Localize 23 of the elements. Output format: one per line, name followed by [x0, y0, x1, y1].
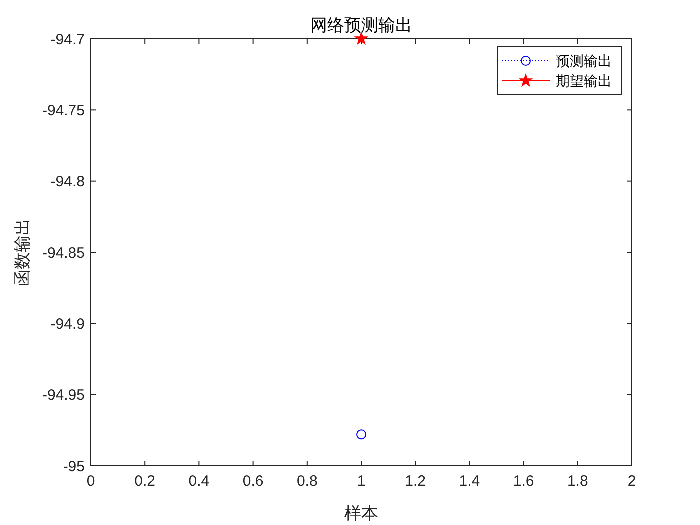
x-tick-label: 0.8	[296, 473, 318, 490]
x-tick-label: 1.6	[513, 473, 534, 490]
y-tick-label: -95	[63, 458, 85, 476]
x-tick-label: 1	[357, 473, 366, 490]
x-tick-label: 0.4	[188, 473, 210, 490]
y-tick-label: -94.75	[42, 102, 85, 120]
x-axis-title: 样本	[344, 504, 378, 523]
y-tick-label: -94.85	[42, 244, 85, 262]
x-tick-label: 1.8	[567, 473, 588, 490]
y-tick-label: -94.9	[50, 316, 85, 333]
x-tick-label: 2	[628, 473, 636, 490]
y-tick-label: -94.95	[42, 387, 85, 404]
x-tick-label: 1.2	[405, 473, 426, 490]
y-tick-label: -94.7	[50, 31, 85, 48]
x-tick-label: 0.2	[134, 473, 156, 490]
y-axis-title: 函数输出	[13, 218, 32, 286]
x-tick-label: 1.4	[459, 473, 480, 490]
legend-label: 期望输出	[556, 74, 612, 90]
legend-label: 预测输出	[556, 54, 612, 70]
x-tick-label: 0.6	[242, 473, 264, 490]
y-tick-label: -94.8	[50, 174, 85, 191]
chart-title: 网络预测输出	[310, 16, 412, 35]
x-tick-label: 0	[86, 473, 96, 490]
